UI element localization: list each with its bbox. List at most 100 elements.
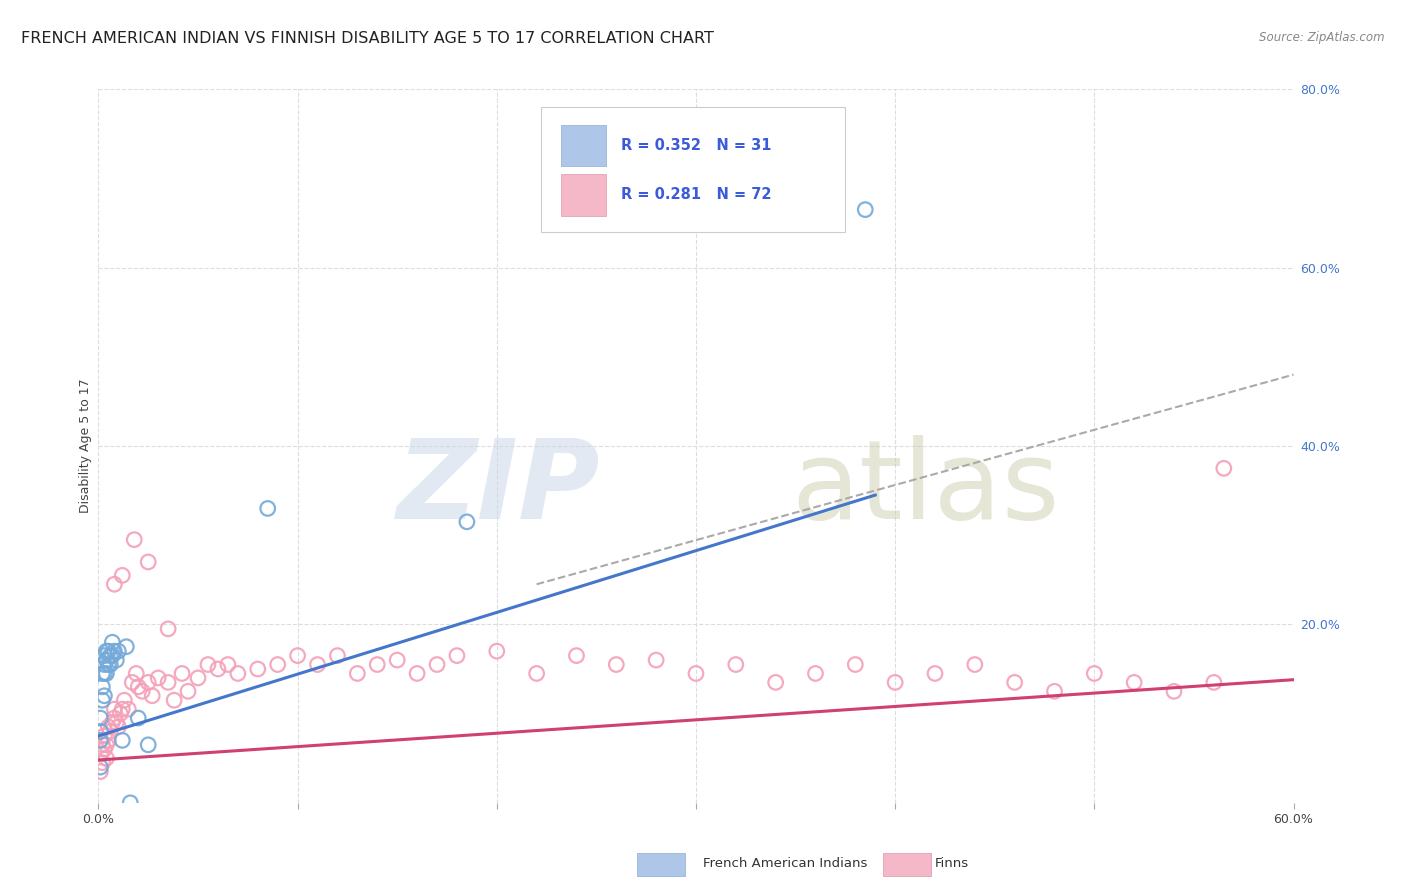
Point bbox=[120, 796, 142, 810]
Point bbox=[406, 666, 429, 681]
Point bbox=[93, 689, 115, 703]
Point bbox=[217, 657, 239, 672]
Point bbox=[89, 711, 111, 725]
Point bbox=[105, 653, 128, 667]
Point bbox=[125, 666, 148, 681]
Point bbox=[765, 675, 787, 690]
Y-axis label: Disability Age 5 to 17: Disability Age 5 to 17 bbox=[79, 379, 91, 513]
Text: FRENCH AMERICAN INDIAN VS FINNISH DISABILITY AGE 5 TO 17 CORRELATION CHART: FRENCH AMERICAN INDIAN VS FINNISH DISABI… bbox=[21, 31, 714, 46]
Point bbox=[93, 729, 115, 743]
Text: R = 0.281   N = 72: R = 0.281 N = 72 bbox=[620, 187, 770, 202]
Text: ZIP: ZIP bbox=[396, 435, 600, 542]
Point bbox=[1083, 666, 1105, 681]
Point bbox=[91, 738, 114, 752]
Text: atlas: atlas bbox=[792, 435, 1060, 542]
Point bbox=[97, 657, 120, 672]
Point bbox=[1043, 684, 1066, 698]
Point bbox=[91, 666, 114, 681]
Point bbox=[93, 657, 115, 672]
Point bbox=[91, 756, 114, 770]
Text: Finns: Finns bbox=[935, 857, 969, 870]
Point bbox=[884, 675, 907, 690]
Point bbox=[963, 657, 986, 672]
Point bbox=[446, 648, 468, 663]
Point bbox=[89, 724, 111, 739]
Point bbox=[96, 644, 118, 658]
Point bbox=[103, 644, 125, 658]
Point bbox=[89, 733, 111, 747]
Point bbox=[91, 680, 114, 694]
Point bbox=[121, 675, 143, 690]
Point bbox=[91, 693, 114, 707]
Point bbox=[157, 622, 180, 636]
Point bbox=[366, 657, 388, 672]
Point bbox=[127, 711, 149, 725]
Point bbox=[136, 738, 159, 752]
Point bbox=[645, 653, 668, 667]
Point bbox=[426, 657, 449, 672]
Point bbox=[117, 702, 139, 716]
Text: French American Indians: French American Indians bbox=[703, 857, 868, 870]
Point bbox=[115, 640, 138, 654]
Point bbox=[685, 666, 707, 681]
FancyBboxPatch shape bbox=[541, 107, 845, 232]
Bar bbox=[561, 174, 606, 216]
Point bbox=[724, 657, 747, 672]
Point bbox=[101, 635, 124, 649]
Point bbox=[111, 733, 134, 747]
Point bbox=[853, 202, 876, 217]
Point bbox=[96, 666, 118, 681]
Point bbox=[1212, 461, 1234, 475]
Point bbox=[141, 689, 163, 703]
Point bbox=[163, 693, 186, 707]
Point bbox=[124, 533, 146, 547]
Point bbox=[605, 657, 627, 672]
Point bbox=[96, 653, 118, 667]
Point bbox=[97, 644, 120, 658]
Point bbox=[98, 657, 122, 672]
Point bbox=[105, 715, 128, 730]
Point bbox=[107, 644, 129, 658]
Point bbox=[101, 648, 124, 663]
Point bbox=[1202, 675, 1225, 690]
Point bbox=[97, 720, 120, 734]
Point bbox=[1163, 684, 1185, 698]
Point bbox=[96, 751, 118, 765]
Point bbox=[307, 657, 329, 672]
Point bbox=[804, 666, 827, 681]
Point bbox=[148, 671, 170, 685]
Point bbox=[346, 666, 368, 681]
Point bbox=[107, 720, 129, 734]
Point bbox=[226, 666, 249, 681]
Point bbox=[287, 648, 309, 663]
Point bbox=[103, 711, 125, 725]
Point bbox=[98, 648, 122, 663]
Point bbox=[1123, 675, 1146, 690]
Point bbox=[110, 706, 132, 721]
Point bbox=[112, 693, 135, 707]
Point bbox=[101, 715, 124, 730]
Point bbox=[89, 764, 111, 779]
Point bbox=[256, 501, 278, 516]
Point bbox=[326, 648, 349, 663]
Point bbox=[267, 657, 290, 672]
Point bbox=[526, 666, 548, 681]
Point bbox=[924, 666, 946, 681]
Point bbox=[97, 733, 120, 747]
Point bbox=[93, 648, 115, 663]
Point bbox=[207, 662, 229, 676]
Text: Source: ZipAtlas.com: Source: ZipAtlas.com bbox=[1260, 31, 1385, 45]
Bar bbox=[561, 125, 606, 166]
Point bbox=[103, 702, 125, 716]
Point bbox=[187, 671, 209, 685]
Point bbox=[136, 555, 159, 569]
Point bbox=[127, 680, 149, 694]
Point bbox=[844, 657, 866, 672]
Point bbox=[385, 653, 409, 667]
Point bbox=[177, 684, 200, 698]
Point bbox=[197, 657, 219, 672]
Point bbox=[485, 644, 508, 658]
Point bbox=[89, 747, 111, 761]
Point bbox=[172, 666, 194, 681]
Point bbox=[456, 515, 478, 529]
